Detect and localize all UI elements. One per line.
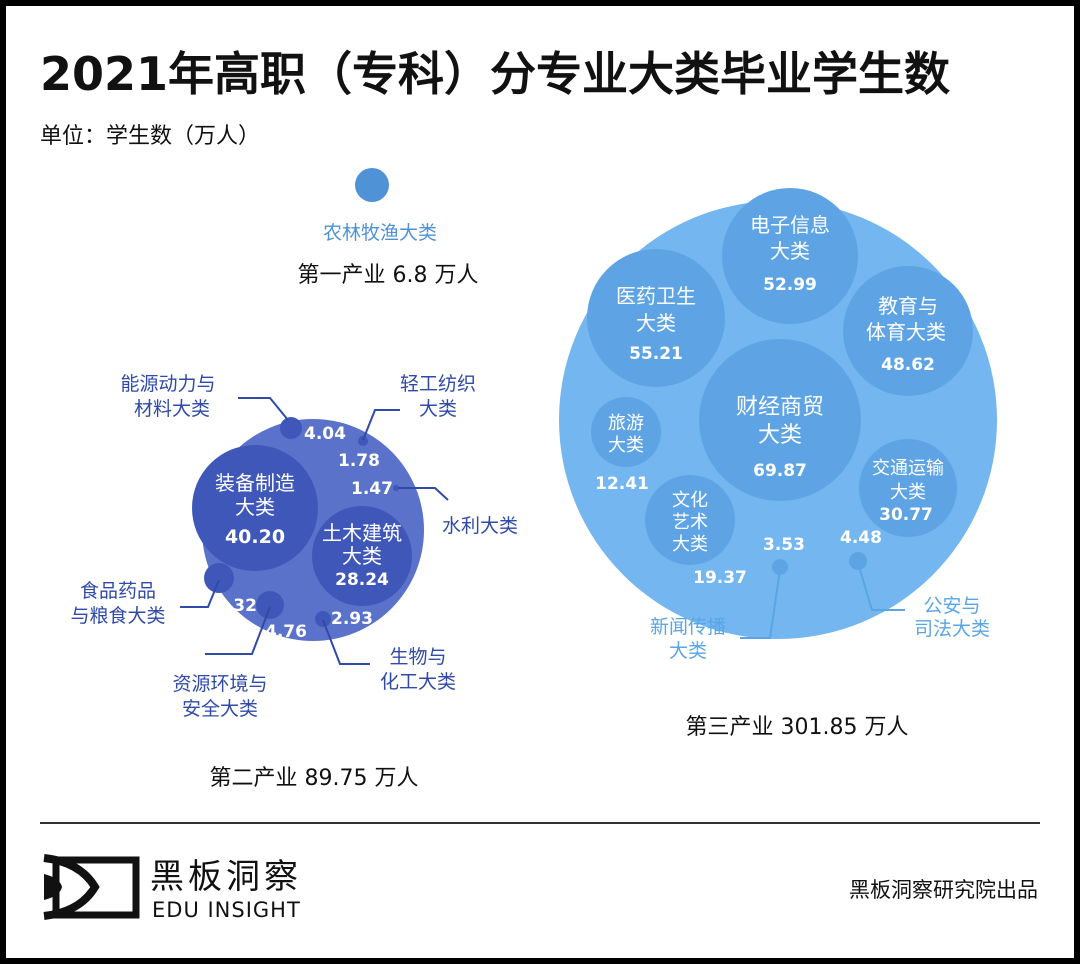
label-news: 新闻传播 <box>650 616 726 638</box>
value-resource: 4.76 <box>265 622 307 642</box>
value-equipment: 40.20 <box>225 526 285 548</box>
bubble-bio <box>315 611 331 627</box>
label-resource-2: 安全大类 <box>182 698 258 720</box>
bubble-civil <box>312 506 412 606</box>
label-equipment: 装备制造 <box>215 471 295 495</box>
brand-name-cn: 黑板洞察 <box>150 857 302 897</box>
label-finance-2: 大类 <box>758 423 802 448</box>
brand-name-en: EDU INSIGHT <box>152 898 301 922</box>
label-education-2: 体育大类 <box>866 320 946 344</box>
label-electronics-2: 大类 <box>770 239 810 263</box>
brand-logo <box>43 854 140 920</box>
bubble-transport <box>859 439 957 537</box>
label-textile-2: 大类 <box>419 398 457 420</box>
bubble-culture <box>645 475 735 565</box>
label-education: 教育与 <box>878 294 938 318</box>
label-food: 食品药品 <box>80 580 156 602</box>
tertiary-leader-lines <box>740 562 905 639</box>
value-civil: 28.24 <box>335 570 389 590</box>
bubble-police <box>849 552 867 570</box>
credit-text: 黑板洞察研究院出品 <box>849 878 1038 902</box>
value-finance: 69.87 <box>753 461 807 481</box>
label-culture-2: 艺术 <box>672 512 708 533</box>
label-energy-2: 材料大类 <box>134 398 210 420</box>
label-textile: 轻工纺织 <box>400 373 476 395</box>
label-police: 公安与 <box>923 595 980 617</box>
chart-title: 2021年高职（专科）分专业大类毕业学生数 <box>40 47 950 101</box>
label-finance: 财经商贸 <box>736 395 824 420</box>
total-primary: 第一产业 6.8 万人 <box>298 263 479 288</box>
label-electronics: 电子信息 <box>750 213 830 237</box>
value-police: 4.48 <box>840 528 882 548</box>
bubble-resource <box>256 591 284 619</box>
label-bio: 生物与 <box>389 646 446 668</box>
value-transport: 30.77 <box>879 505 933 525</box>
label-transport-2: 大类 <box>890 482 926 503</box>
value-food: 6.32 <box>215 596 257 616</box>
bubble-education <box>843 266 973 396</box>
bubble-electronics <box>722 188 858 324</box>
label-resource: 资源环境与 <box>172 673 267 695</box>
label-medical-2: 大类 <box>636 311 676 335</box>
bubble-tourism <box>591 397 661 467</box>
label-water: 水利大类 <box>442 515 518 537</box>
bubble-water <box>393 485 399 491</box>
value-news: 3.53 <box>763 535 805 555</box>
label-tourism-2: 大类 <box>608 435 644 456</box>
label-civil: 土木建筑 <box>322 521 402 545</box>
value-education: 48.62 <box>881 355 935 375</box>
value-medical: 55.21 <box>629 344 683 364</box>
value-energy: 4.04 <box>304 424 346 444</box>
bubble-finance <box>699 339 861 501</box>
bubble-food <box>204 563 234 593</box>
value-culture: 19.37 <box>693 568 747 588</box>
value-tourism: 12.41 <box>595 474 649 494</box>
label-bio-2: 化工大类 <box>380 671 456 693</box>
label-tourism: 旅游 <box>608 413 644 434</box>
label-medical: 医药卫生 <box>616 284 696 308</box>
label-police-2: 司法大类 <box>914 618 990 640</box>
bubble-textile <box>358 436 368 446</box>
value-bio: 2.93 <box>331 609 373 629</box>
label-energy: 能源动力与 <box>120 373 215 395</box>
bubble-energy <box>280 417 302 439</box>
label-culture-3: 大类 <box>672 534 708 555</box>
unit-label: 单位：学生数（万人） <box>40 124 260 149</box>
bubble-equipment <box>192 445 318 571</box>
label-equipment-2: 大类 <box>235 495 275 519</box>
label-food-2: 与粮食大类 <box>70 605 165 627</box>
value-textile: 1.78 <box>338 451 380 471</box>
bubble-news <box>772 559 788 575</box>
secondary-leader-lines <box>180 397 449 665</box>
label-civil-2: 大类 <box>342 544 382 568</box>
value-electronics: 52.99 <box>763 275 817 295</box>
value-water: 1.47 <box>351 479 393 499</box>
total-tertiary: 第三产业 301.85 万人 <box>686 715 909 740</box>
bubble-medical <box>587 249 725 387</box>
label-news-2: 大类 <box>669 640 707 662</box>
label-agriculture: 农林牧渔大类 <box>323 222 437 244</box>
total-secondary: 第二产业 89.75 万人 <box>210 766 419 791</box>
label-transport: 交通运输 <box>872 458 944 479</box>
bubble-agriculture <box>355 168 389 202</box>
label-culture: 文化 <box>672 490 708 511</box>
